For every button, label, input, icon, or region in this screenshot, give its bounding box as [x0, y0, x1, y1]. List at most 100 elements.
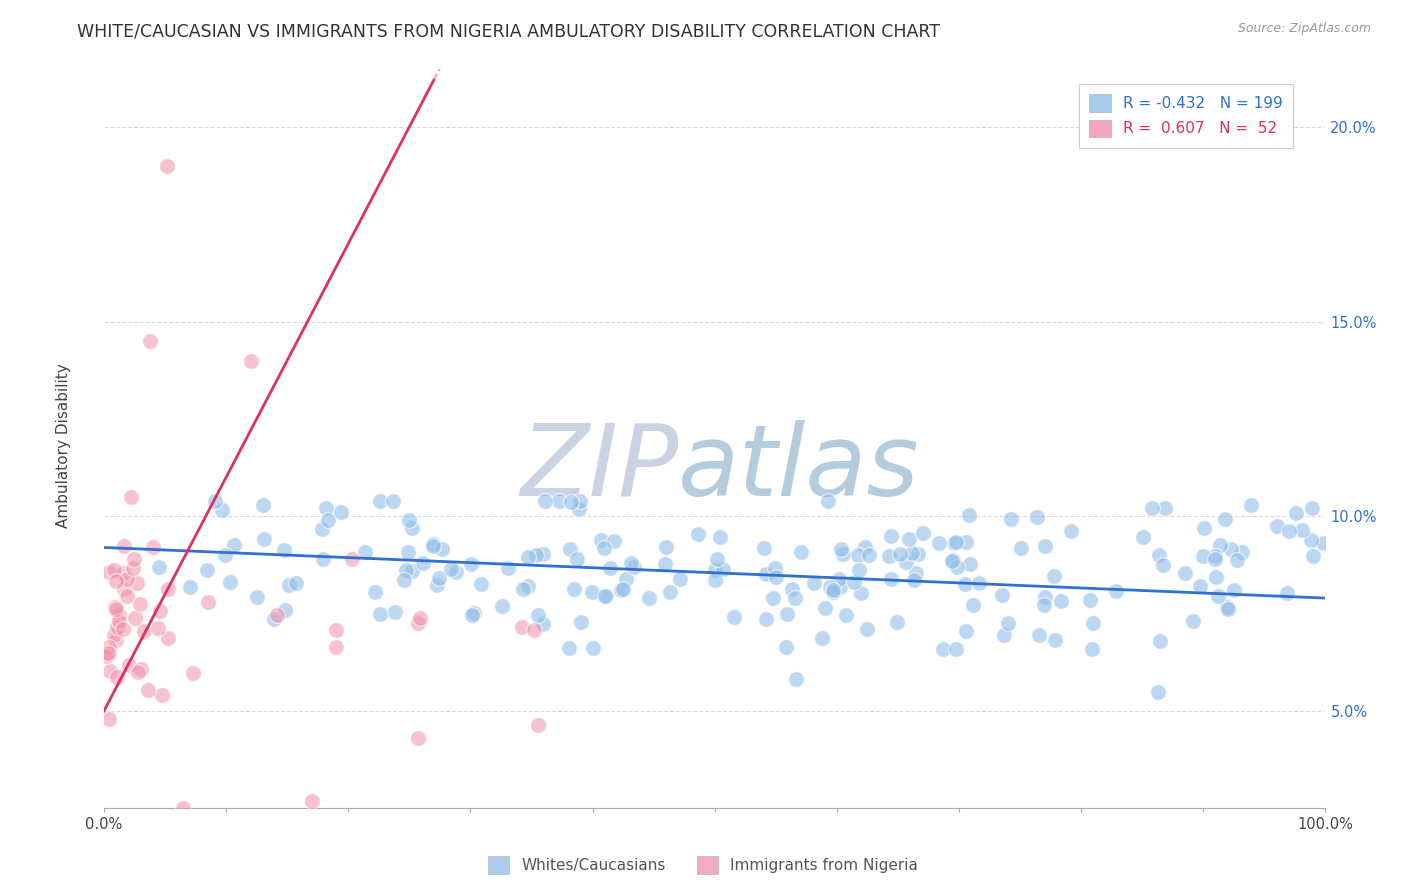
Point: [516, 549, 538, 564]
Point: [108, 607, 131, 622]
Point: [117, 657, 139, 672]
Point: [1105, 583, 1128, 598]
Point: [655, 540, 678, 554]
Point: [581, 585, 603, 599]
Point: [785, 673, 807, 687]
Point: [527, 608, 550, 623]
Point: [941, 554, 963, 568]
Point: [325, 640, 347, 654]
Point: [368, 607, 391, 621]
Point: [548, 493, 571, 508]
Point: [284, 575, 307, 590]
Point: [1189, 579, 1212, 593]
Point: [1204, 552, 1226, 566]
Point: [97, 712, 120, 726]
Point: [98, 664, 121, 678]
Point: [686, 526, 709, 541]
Point: [124, 552, 146, 566]
Point: [943, 535, 966, 549]
Point: [105, 670, 128, 684]
Legend: R = -0.432   N = 199, R =  0.607   N =  52: R = -0.432 N = 199, R = 0.607 N = 52: [1078, 84, 1294, 148]
Point: [98, 640, 121, 655]
Point: [311, 522, 333, 536]
Point: [941, 552, 963, 566]
Point: [148, 560, 170, 574]
Point: [266, 608, 288, 623]
Point: [370, 493, 392, 508]
Point: [218, 575, 240, 590]
Point: [105, 619, 128, 633]
Point: [849, 586, 872, 600]
Point: [894, 555, 917, 569]
Point: [460, 607, 482, 622]
Point: [945, 642, 967, 657]
Point: [401, 521, 423, 535]
Point: [1278, 524, 1301, 538]
Point: [848, 563, 870, 577]
Point: [128, 597, 150, 611]
Point: [1222, 582, 1244, 597]
Point: [569, 615, 592, 629]
Point: [132, 624, 155, 638]
Point: [945, 534, 967, 549]
Point: [1204, 549, 1226, 563]
Point: [1265, 519, 1288, 533]
Point: [512, 582, 534, 597]
Point: [381, 493, 404, 508]
Point: [853, 540, 876, 554]
Point: [754, 612, 776, 626]
Point: [654, 557, 676, 571]
Point: [595, 589, 617, 603]
Point: [658, 585, 681, 599]
Point: [172, 801, 194, 815]
Point: [412, 557, 434, 571]
Point: [105, 632, 128, 647]
Point: [1081, 642, 1104, 657]
Point: [754, 541, 776, 555]
Point: [463, 606, 485, 620]
Point: [1000, 512, 1022, 526]
Point: [1149, 634, 1171, 648]
Point: [496, 561, 519, 575]
Point: [311, 551, 333, 566]
Legend: Whites/Caucasians, Immigrants from Nigeria: Whites/Caucasians, Immigrants from Niger…: [482, 850, 924, 880]
Point: [401, 564, 423, 578]
Point: [889, 547, 911, 561]
Point: [1216, 600, 1239, 615]
Point: [723, 609, 745, 624]
Point: [195, 563, 218, 577]
Point: [711, 562, 734, 576]
Point: [406, 616, 429, 631]
Point: [568, 493, 591, 508]
Point: [105, 574, 128, 589]
Point: [790, 545, 813, 559]
Point: [953, 577, 976, 591]
Point: [669, 572, 692, 586]
Point: [115, 572, 138, 586]
Point: [157, 582, 180, 596]
Point: [762, 591, 785, 605]
Point: [398, 513, 420, 527]
Point: [703, 563, 725, 577]
Point: [315, 501, 337, 516]
Point: [1213, 512, 1236, 526]
Point: [704, 573, 727, 587]
Point: [263, 612, 285, 626]
Point: [846, 548, 869, 562]
Point: [1206, 589, 1229, 603]
Point: [409, 611, 432, 625]
Point: [1291, 523, 1313, 537]
Point: [430, 541, 453, 556]
Point: [136, 682, 159, 697]
Point: [823, 585, 845, 599]
Point: [1132, 530, 1154, 544]
Point: [460, 557, 482, 571]
Point: [406, 731, 429, 745]
Point: [907, 547, 929, 561]
Point: [932, 641, 955, 656]
Point: [181, 665, 204, 680]
Text: WHITE/CAUCASIAN VS IMMIGRANTS FROM NIGERIA AMBULATORY DISABILITY CORRELATION CHA: WHITE/CAUCASIAN VS IMMIGRANTS FROM NIGER…: [77, 22, 941, 40]
Point: [214, 549, 236, 563]
Point: [274, 603, 297, 617]
Point: [156, 631, 179, 645]
